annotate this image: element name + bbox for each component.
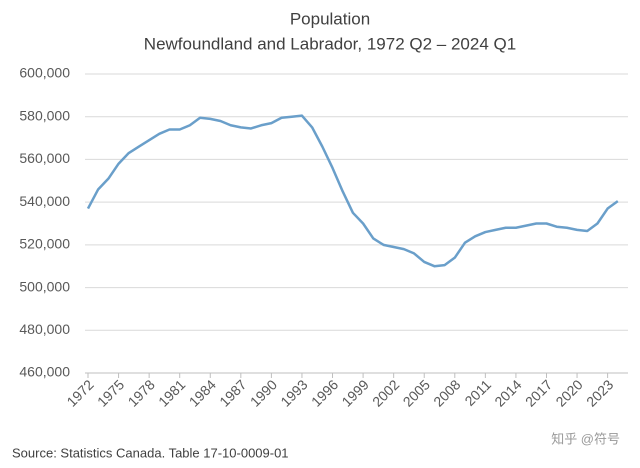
y-tick-label: 520,000 [19,236,70,252]
line [86,114,619,268]
y-tick-label: 580,000 [19,107,70,123]
x-tick-label: 2008 [430,376,463,409]
y-tick-label: 480,000 [19,321,70,337]
x-tick-label: 2005 [400,376,433,409]
x-tick-label: 1984 [186,376,219,409]
x-tick-label: 1990 [247,376,280,409]
x-tick-label: 1975 [94,376,127,409]
y-tick-label: 500,000 [19,278,70,294]
chart-subtitle: Newfoundland and Labrador, 1972 Q2 – 202… [144,34,516,53]
y-tick-label: 460,000 [19,364,70,380]
x-tick-label: 1978 [125,376,158,409]
x-tick-label: 2002 [369,376,402,409]
x-tick-label: 1996 [308,376,341,409]
x-tick-label: 1972 [63,376,96,409]
watermark: 知乎 @符号 [551,431,620,446]
x-tick-label: 1981 [155,376,188,409]
x-tick-label: 1987 [216,376,249,409]
y-tick-label: 600,000 [19,65,70,81]
source: Source: Statistics Canada. Table 17-10-0… [12,445,289,460]
x-tick-label: 1993 [277,376,310,409]
y-tick-label: 540,000 [19,193,70,209]
x-tick-label: 1999 [338,376,371,409]
y-tick-label: 560,000 [19,150,70,166]
x-tick-label: 2023 [583,376,616,409]
x-tick-label: 2020 [552,376,585,409]
x-tick-label: 2014 [491,376,524,409]
x-tick-label: 2017 [522,376,555,409]
x-tick-label: 2011 [461,376,494,409]
chart-title: Population [290,9,370,28]
